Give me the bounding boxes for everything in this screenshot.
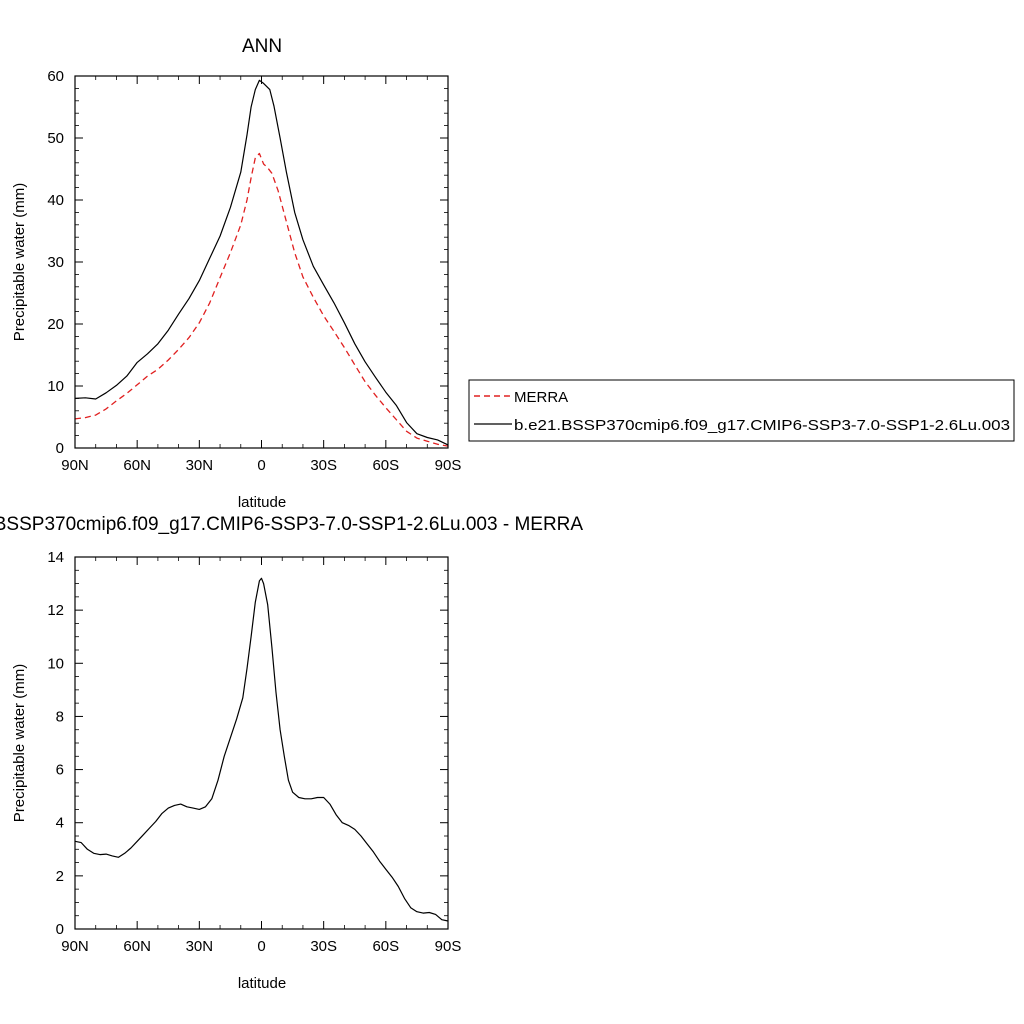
legend-label-merra: MERRA bbox=[514, 389, 568, 406]
y-tick-label: 50 bbox=[47, 130, 64, 147]
annual-mean-panel: ANN Precipitable water (mm) latitude 90N… bbox=[11, 36, 461, 511]
x-tick-label: 60N bbox=[123, 938, 151, 955]
y-tick-label: 60 bbox=[47, 68, 64, 85]
y-tick-label: 6 bbox=[56, 762, 64, 779]
data-lines bbox=[74, 577, 449, 922]
y-tick-label: 10 bbox=[47, 378, 64, 395]
y-tick-label: 20 bbox=[47, 316, 64, 333]
y-axis-label: Precipitable water (mm) bbox=[11, 183, 28, 341]
x-tick-label: 0 bbox=[257, 938, 265, 955]
x-tick-label: 30N bbox=[186, 938, 214, 955]
series-line-0-1 bbox=[74, 79, 449, 446]
x-tick-label: 90S bbox=[435, 457, 462, 474]
x-tick-label: 90N bbox=[61, 938, 89, 955]
y-tick-label: 2 bbox=[56, 868, 64, 885]
axis-ticks: 90N 60N 30N 0 30S 60S 90S 0 2 4 6 8 10 12 14 bbox=[47, 549, 461, 955]
x-axis-label: latitude bbox=[238, 494, 286, 511]
y-tick-label: 14 bbox=[47, 549, 64, 566]
legend-label-model: b.e21.BSSP370cmip6.f09_g17.CMIP6-SSP3-7.… bbox=[514, 417, 1010, 434]
legend: MERRA b.e21.BSSP370cmip6.f09_g17.CMIP6-S… bbox=[468, 379, 1015, 442]
x-tick-label: 60S bbox=[372, 457, 399, 474]
legend-box bbox=[468, 379, 1015, 442]
y-tick-label: 0 bbox=[56, 440, 64, 457]
x-tick-label: 30N bbox=[186, 457, 214, 474]
y-tick-label: 30 bbox=[47, 254, 64, 271]
y-axis-label: Precipitable water (mm) bbox=[11, 664, 28, 822]
x-axis-label: latitude bbox=[238, 975, 286, 992]
x-tick-label: 90S bbox=[435, 938, 462, 955]
x-tick-label: 60S bbox=[372, 938, 399, 955]
x-tick-label: 30S bbox=[310, 938, 337, 955]
y-tick-label: 12 bbox=[47, 602, 64, 619]
plot-frame bbox=[74, 556, 449, 930]
y-tick-label: 4 bbox=[56, 815, 64, 832]
difference-panel: b.e21.BSSP370cmip6.f09_g17.CMIP6-SSP3-7.… bbox=[0, 514, 583, 992]
x-tick-label: 30S bbox=[310, 457, 337, 474]
axis-ticks: 90N 60N 30N 0 30S 60S 90S 0 10 20 30 40 50 60 bbox=[47, 68, 461, 474]
y-tick-label: 8 bbox=[56, 708, 64, 725]
panel-title: ANN bbox=[242, 36, 282, 57]
y-tick-label: 0 bbox=[56, 921, 64, 938]
y-tick-label: 40 bbox=[47, 192, 64, 209]
plot-frame bbox=[74, 75, 449, 449]
series-line-1-0 bbox=[74, 577, 449, 922]
panel-title: b.e21.BSSP370cmip6.f09_g17.CMIP6-SSP3-7.… bbox=[0, 514, 583, 535]
x-tick-label: 0 bbox=[257, 457, 265, 474]
data-lines bbox=[74, 79, 449, 447]
x-tick-label: 60N bbox=[123, 457, 151, 474]
series-line-0-0 bbox=[74, 152, 449, 447]
y-tick-label: 10 bbox=[47, 655, 64, 672]
x-tick-label: 90N bbox=[61, 457, 89, 474]
